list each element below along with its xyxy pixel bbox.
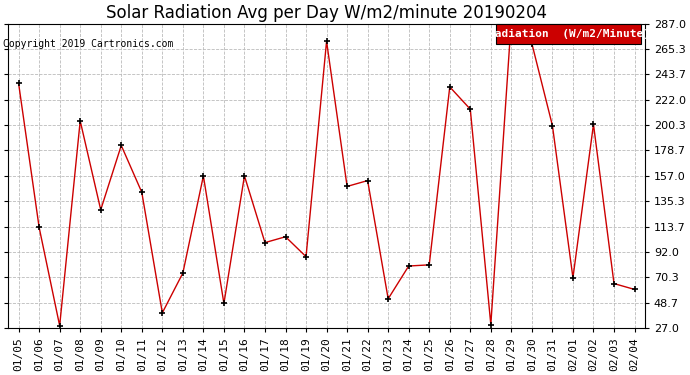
Text: Copyright 2019 Cartronics.com: Copyright 2019 Cartronics.com (3, 39, 174, 50)
Text: Radiation  (W/m2/Minute): Radiation (W/m2/Minute) (488, 29, 650, 39)
Title: Solar Radiation Avg per Day W/m2/minute 20190204: Solar Radiation Avg per Day W/m2/minute … (106, 4, 547, 22)
